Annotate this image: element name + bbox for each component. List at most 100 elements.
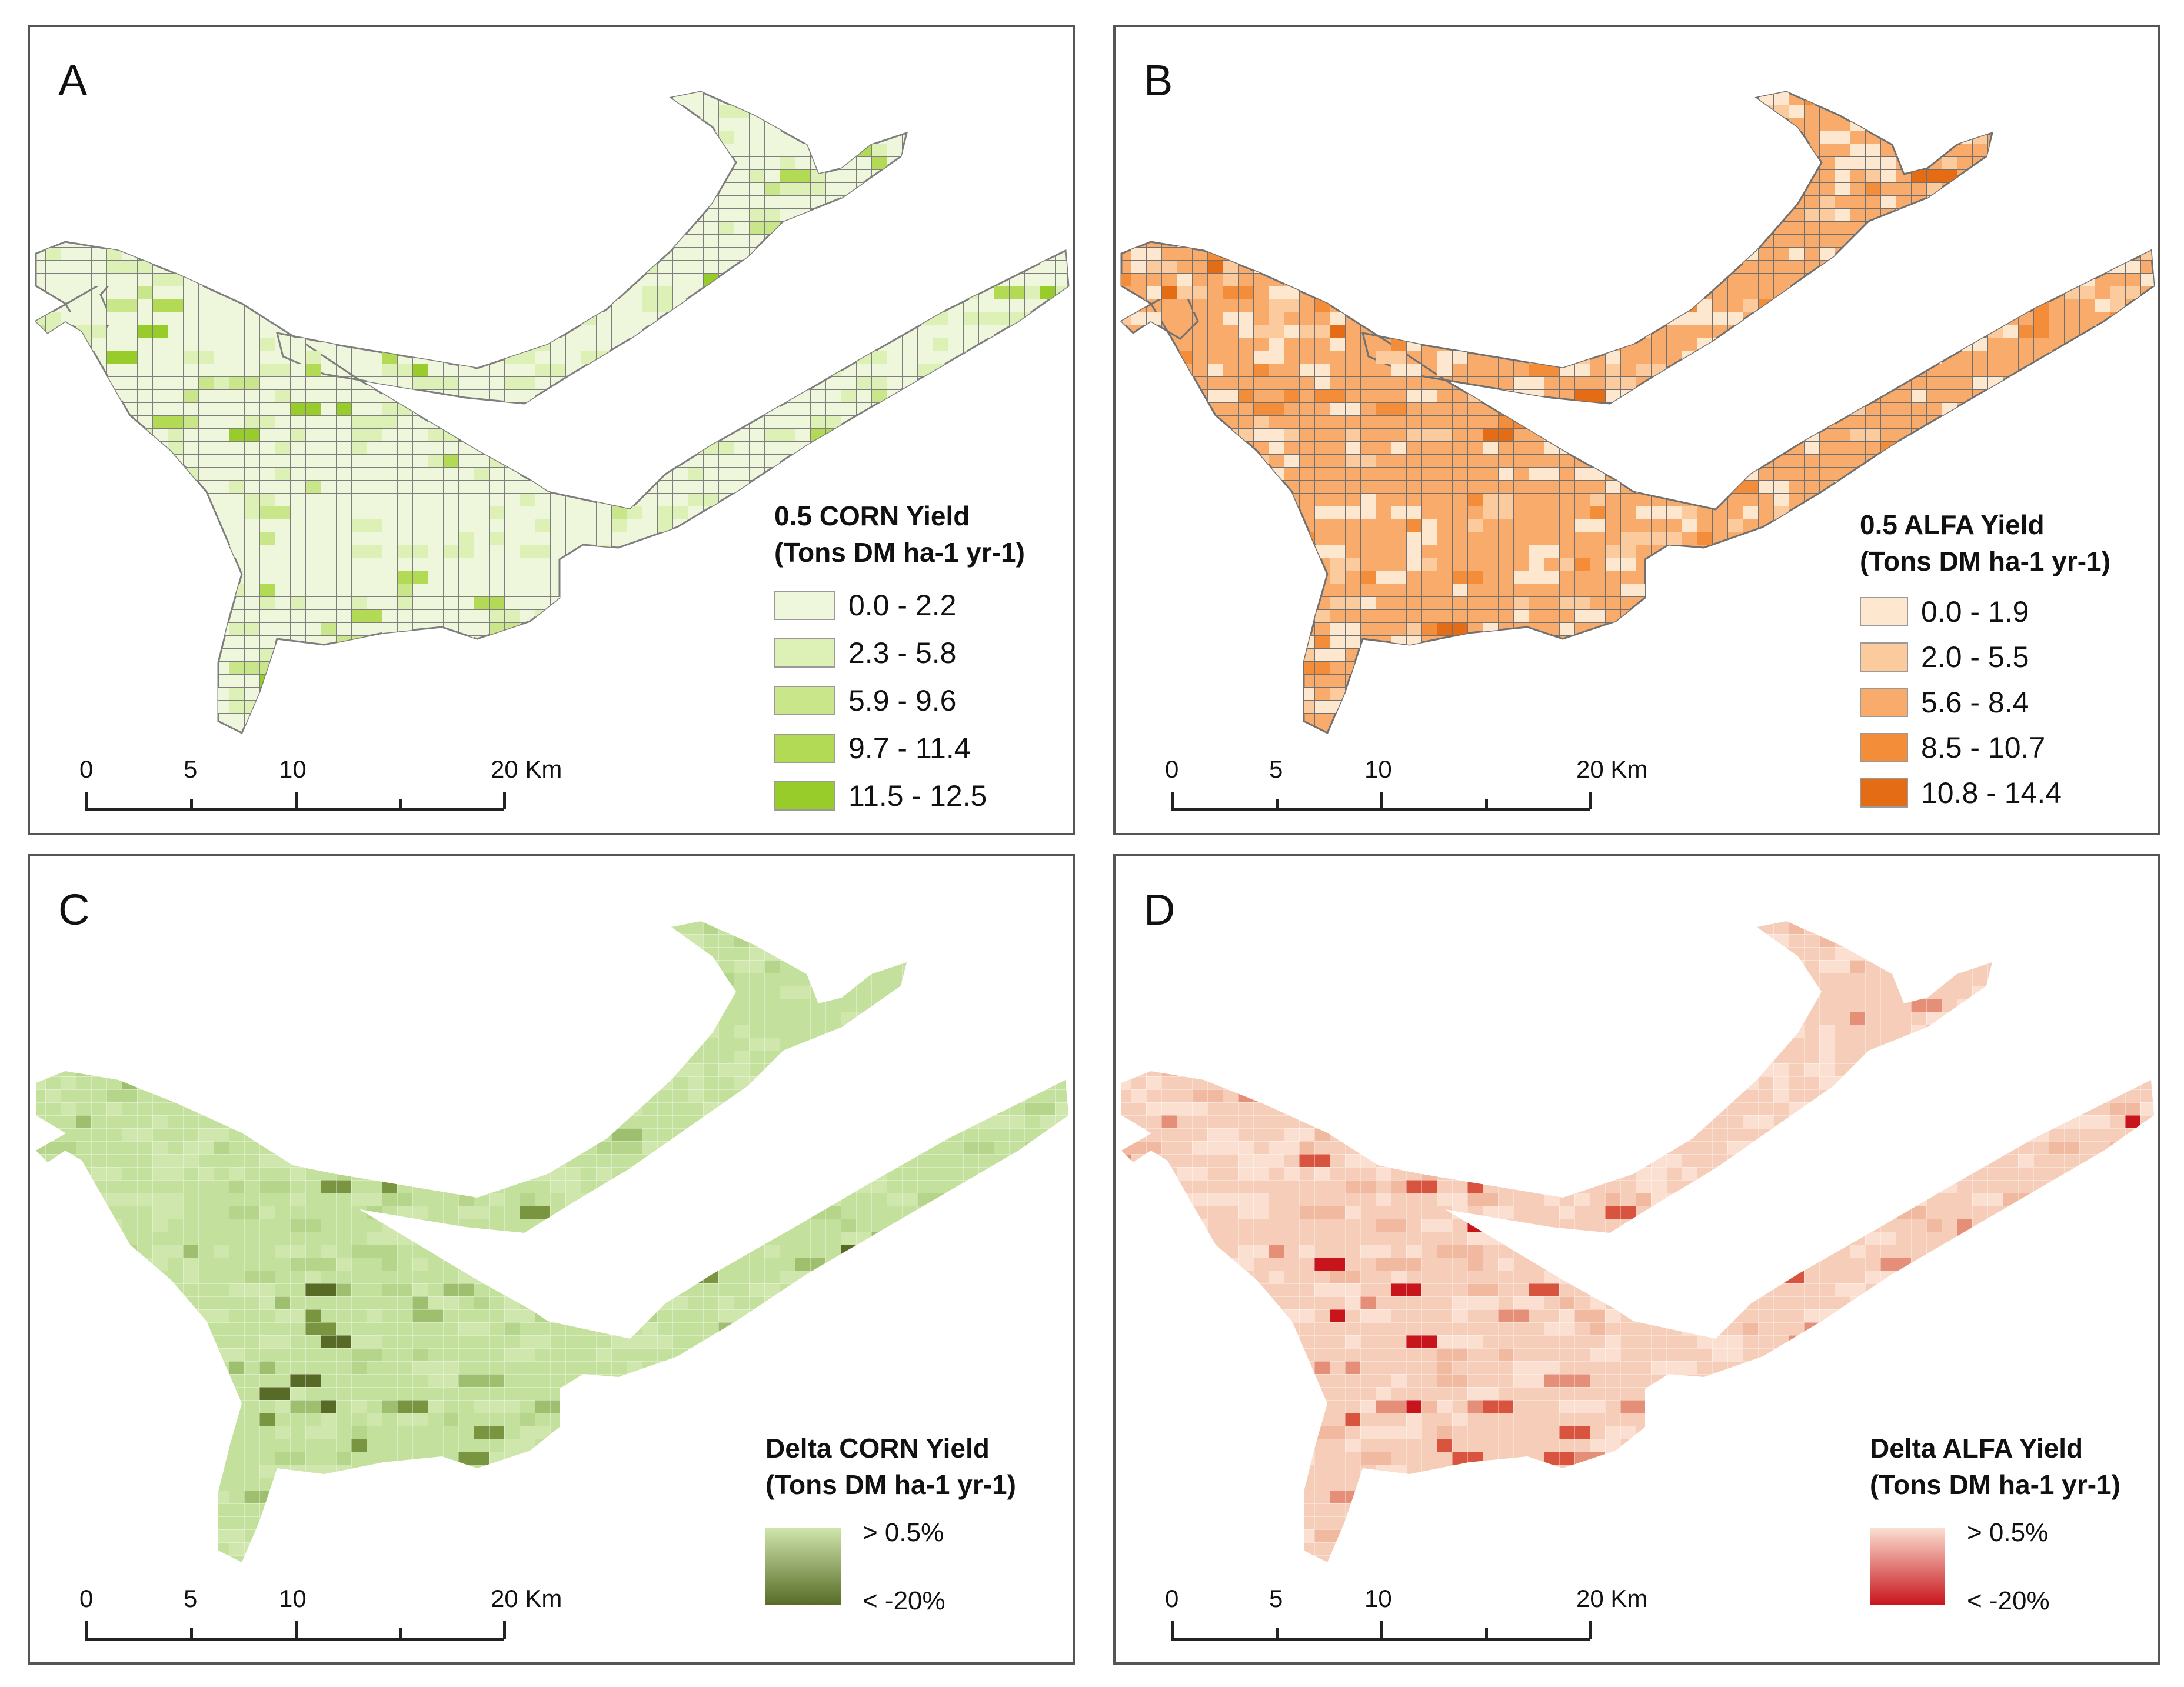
field-parcel — [1131, 506, 1146, 519]
scale-label: 0 — [1165, 755, 1179, 783]
field-parcel — [2079, 467, 2110, 480]
field-parcel — [259, 195, 290, 208]
field-parcel — [443, 674, 458, 687]
field-parcel — [1314, 999, 1345, 1012]
field-parcel — [1253, 947, 1269, 960]
field-parcel — [856, 856, 871, 869]
field-parcel — [688, 1607, 718, 1620]
field-parcel — [1161, 182, 1192, 195]
field-parcel — [1697, 752, 1727, 765]
field-parcel — [1284, 1348, 1299, 1361]
field-parcel — [1590, 312, 1620, 325]
field-parcel — [198, 1400, 214, 1413]
field-parcel — [1055, 1348, 1068, 1361]
field-parcel — [1330, 1012, 1345, 1025]
field-parcel — [642, 921, 672, 934]
field-parcel — [596, 908, 627, 921]
field-parcel — [1192, 144, 1207, 156]
field-parcel — [1009, 66, 1040, 79]
field-parcel — [2095, 351, 2125, 364]
field-parcel — [1360, 973, 1376, 986]
field-parcel — [1024, 480, 1040, 493]
field-parcel — [902, 182, 933, 195]
field-parcel — [76, 182, 106, 195]
field-parcel — [1121, 480, 1131, 493]
field-parcel — [1452, 66, 1483, 79]
field-parcel — [2003, 286, 2033, 299]
field-parcel — [703, 778, 734, 791]
legend-class-label: 0.0 - 1.9 — [1921, 595, 2029, 628]
field-parcel — [1972, 1620, 1987, 1633]
field-parcel — [45, 545, 76, 558]
field-parcel — [2003, 1633, 2018, 1646]
field-parcel — [367, 1478, 397, 1491]
field-parcel — [45, 1219, 76, 1232]
field-parcel — [550, 1219, 581, 1232]
field-parcel — [428, 687, 458, 700]
field-parcel — [627, 182, 642, 195]
field-parcel — [1161, 1439, 1192, 1452]
field-parcel — [825, 1051, 856, 1063]
field-parcel — [1682, 622, 1697, 635]
field-parcel — [749, 895, 764, 908]
field-parcel — [565, 92, 596, 105]
field-parcel — [642, 338, 657, 351]
field-parcel — [106, 1012, 137, 1025]
field-parcel — [825, 338, 841, 351]
field-parcel — [1544, 351, 1574, 364]
field-parcel — [688, 1452, 703, 1465]
scale-line — [85, 1638, 504, 1641]
field-parcel — [627, 208, 642, 221]
field-parcel — [1957, 195, 1987, 208]
field-parcel — [336, 66, 351, 79]
field-parcel — [443, 1491, 474, 1503]
field-parcel — [106, 960, 137, 973]
field-parcel — [565, 221, 596, 234]
field-parcel — [1789, 752, 1804, 765]
field-parcel — [336, 1038, 351, 1051]
field-parcel — [61, 622, 91, 635]
field-parcel — [1269, 105, 1299, 118]
field-parcel — [871, 40, 902, 53]
field-parcel — [137, 1387, 152, 1400]
field-parcel — [596, 79, 611, 92]
field-parcel — [1238, 1051, 1269, 1063]
field-parcel — [244, 908, 259, 921]
field-parcel — [1651, 1012, 1682, 1025]
field-parcel — [474, 648, 504, 661]
field-parcel — [611, 169, 627, 182]
field-parcel — [1972, 1115, 2003, 1128]
legend-units: (Tons DM ha-1 yr-1) — [765, 1469, 1016, 1500]
field-parcel — [2018, 1620, 2033, 1633]
field-parcel — [1360, 700, 1391, 713]
field-parcel — [535, 1529, 550, 1542]
field-parcel — [565, 1038, 581, 1051]
field-parcel — [1483, 908, 1513, 921]
field-parcel — [642, 27, 657, 40]
field-parcel — [1146, 1568, 1161, 1581]
field-parcel — [76, 713, 106, 726]
field-parcel — [290, 999, 321, 1012]
field-parcel — [1727, 105, 1743, 118]
field-parcel — [1819, 519, 1850, 532]
field-parcel — [642, 934, 672, 947]
field-parcel — [703, 1581, 734, 1594]
field-parcel — [1926, 1646, 1942, 1659]
field-parcel — [2018, 454, 2049, 467]
field-parcel — [1238, 1542, 1253, 1555]
field-parcel — [994, 1620, 1024, 1633]
field-parcel — [1620, 118, 1651, 131]
field-parcel — [1406, 208, 1437, 221]
field-parcel — [1743, 1465, 1773, 1478]
field-parcel — [1987, 247, 2003, 260]
field-parcel — [1406, 131, 1437, 144]
field-parcel — [183, 156, 214, 169]
field-parcel — [1192, 441, 1207, 454]
field-parcel — [810, 947, 825, 960]
field-parcel — [1177, 66, 1207, 79]
field-parcel — [627, 441, 642, 454]
field-parcel — [1636, 144, 1651, 156]
field-parcel — [1238, 493, 1269, 506]
field-parcel — [1804, 506, 1835, 519]
field-parcel — [443, 1076, 474, 1089]
